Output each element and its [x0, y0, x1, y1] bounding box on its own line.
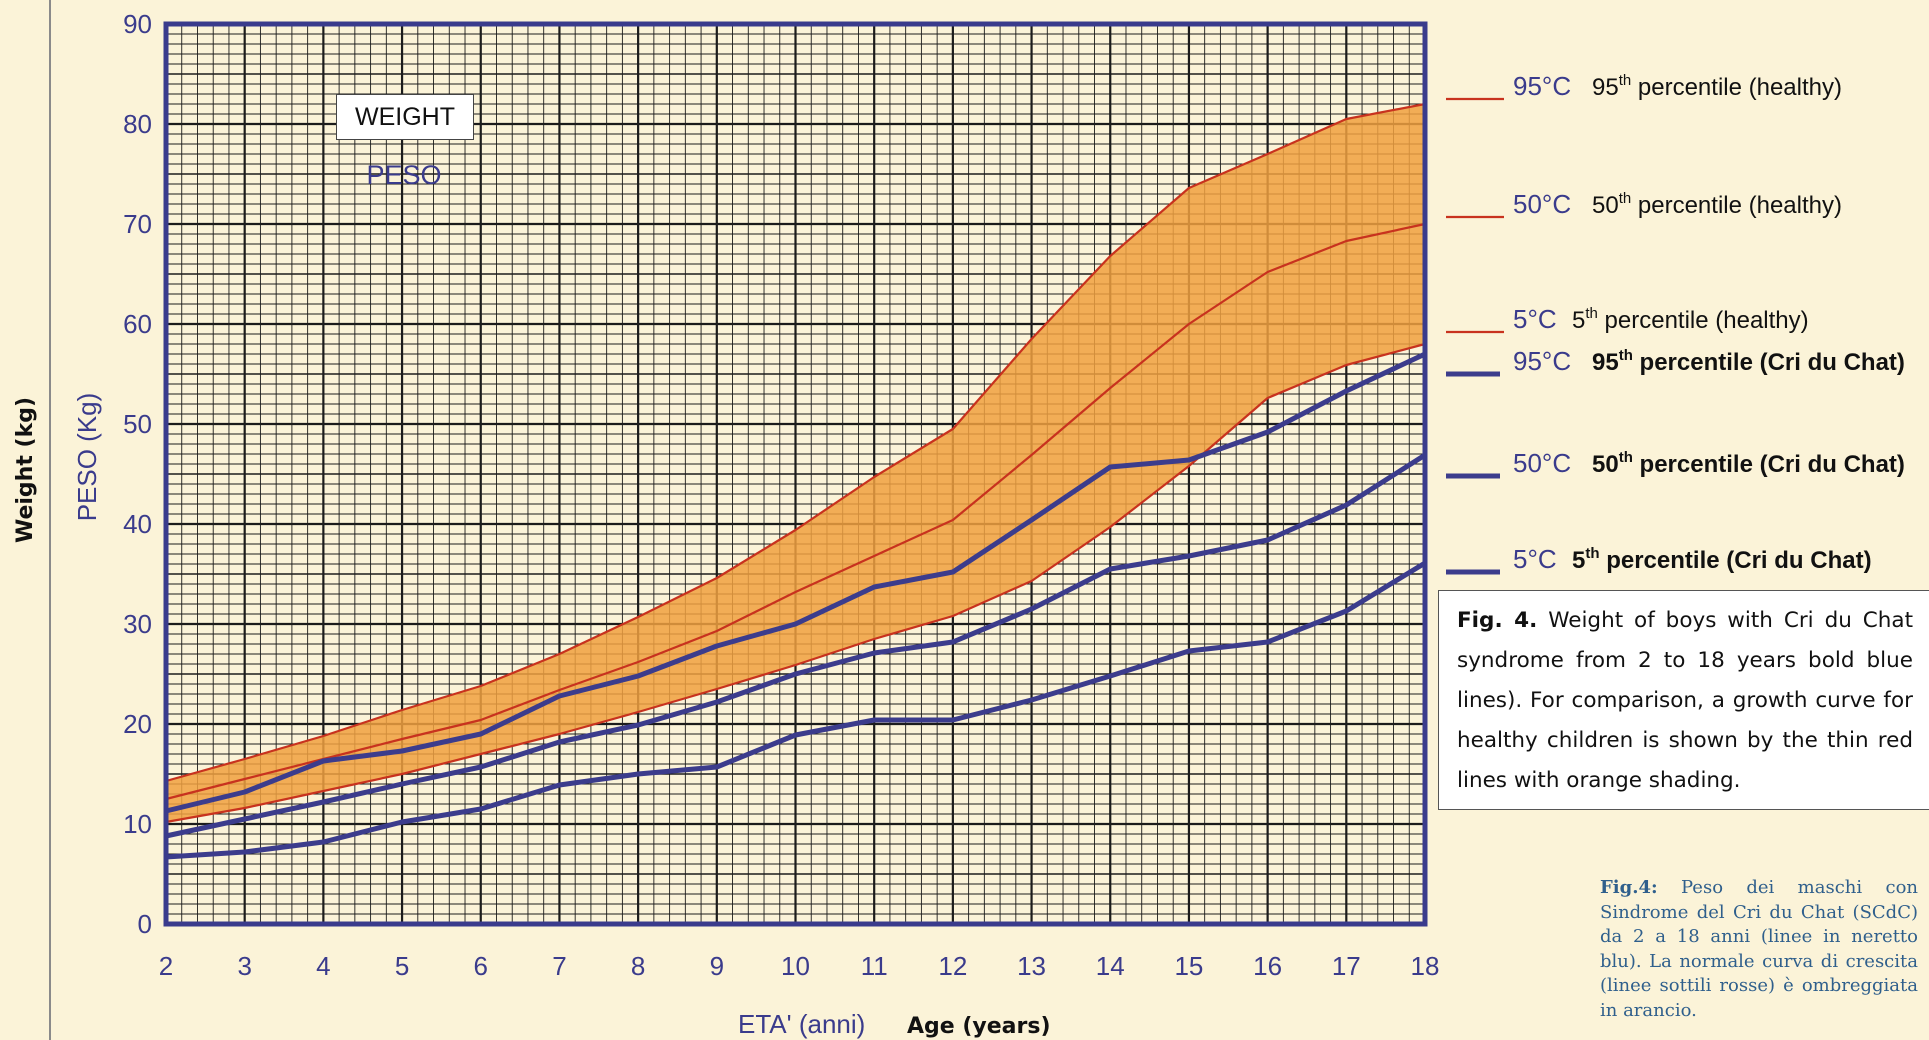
- y-tick-label: 40: [123, 509, 152, 539]
- x-tick-label: 9: [710, 951, 724, 981]
- weight-box: WEIGHT: [336, 94, 474, 140]
- series-line-0: [165, 102, 1426, 783]
- y-tick-label: 90: [123, 9, 152, 39]
- legend-label: 5th percentile (healthy): [1572, 305, 1809, 334]
- x-tick-label: 11: [861, 951, 888, 981]
- x-tick-label: 15: [1174, 951, 1203, 981]
- legend: 95°C 95th percentile (healthy) 50°C 50th pe…: [1446, 71, 1905, 575]
- x-tick-label: 18: [1411, 951, 1440, 981]
- legend-code: 50°C: [1513, 189, 1571, 219]
- y-tick-label: 50: [123, 409, 152, 439]
- legend-code: 5°C: [1513, 544, 1557, 574]
- x-tick-label: 3: [237, 951, 251, 981]
- series-line-1: [165, 222, 1426, 801]
- legend-label: 50th percentile (healthy): [1592, 190, 1842, 219]
- x-ticks: 2 3 4 5 6 7 8 9 10 11 12 13 14 15 16 17 18: [159, 951, 1440, 981]
- healthy-percentile-band: [166, 104, 1425, 822]
- x-tick-label: 13: [1017, 951, 1046, 981]
- series-line-3: [165, 351, 1427, 814]
- x-tick-label: 2: [159, 951, 173, 981]
- x-tick-label: 5: [395, 951, 409, 981]
- caption-it: Fig.4: Peso dei maschi con Sindrome del …: [1600, 876, 1918, 1040]
- caption-it-lead: Fig.4:: [1600, 877, 1658, 898]
- caption-it-body: Peso dei maschi con Sindrome del Cri du …: [1600, 877, 1918, 1021]
- legend-code: 5°C: [1513, 304, 1557, 334]
- legend-label: 95th percentile (healthy): [1592, 72, 1842, 101]
- caption-en-lead: Fig. 4.: [1457, 608, 1538, 633]
- y-tick-label: 10: [123, 809, 152, 839]
- legend-code: 95°C: [1513, 71, 1571, 101]
- y-tick-label: 30: [123, 609, 152, 639]
- x-tick-label: 6: [474, 951, 488, 981]
- caption-en-body: Weight of boys with Cri du Chat syndrome…: [1457, 608, 1913, 793]
- series-line-2: [165, 342, 1426, 824]
- y-ticks: 0 10 20 30 40 50 60 70 80 90: [123, 9, 152, 939]
- legend-code: 95°C: [1513, 346, 1571, 376]
- x-axis-label-en: Age (years): [907, 1014, 1051, 1039]
- legend-label: 50th percentile (Cri du Chat): [1592, 449, 1905, 478]
- y-axis-label-it: PESO (Kg): [72, 393, 102, 522]
- y-axis-label-en: Weight (kg): [13, 397, 38, 543]
- y-tick-label: 0: [138, 909, 152, 939]
- plot-frame: [163, 21, 1428, 927]
- y-tick-label: 20: [123, 709, 152, 739]
- series-line-4: [165, 452, 1427, 839]
- y-tick-label: 70: [123, 209, 152, 239]
- peso-box: PESO: [340, 153, 468, 197]
- x-axis-label-it: ETA' (anni): [738, 1009, 865, 1039]
- x-tick-label: 16: [1253, 951, 1282, 981]
- series-line-5: [165, 560, 1427, 860]
- x-tick-label: 8: [631, 951, 645, 981]
- legend-code: 50°C: [1513, 448, 1571, 478]
- x-tick-label: 12: [938, 951, 967, 981]
- x-tick-label: 7: [552, 951, 566, 981]
- healthy-band: [166, 104, 1425, 822]
- series-lines: [165, 102, 1427, 860]
- x-tick-label: 4: [316, 951, 330, 981]
- legend-label: 95th percentile (Cri du Chat): [1592, 347, 1905, 376]
- y-tick-label: 80: [123, 109, 152, 139]
- y-tick-label: 60: [123, 309, 152, 339]
- x-tick-label: 14: [1096, 951, 1125, 981]
- peso-box-label: PESO: [366, 160, 442, 190]
- caption-en: Fig. 4. Weight of boys with Cri du Chat …: [1438, 590, 1929, 810]
- weight-box-label: WEIGHT: [355, 103, 455, 131]
- x-tick-label: 10: [781, 951, 810, 981]
- legend-label: 5th percentile (Cri du Chat): [1572, 545, 1872, 574]
- x-tick-label: 17: [1332, 951, 1361, 981]
